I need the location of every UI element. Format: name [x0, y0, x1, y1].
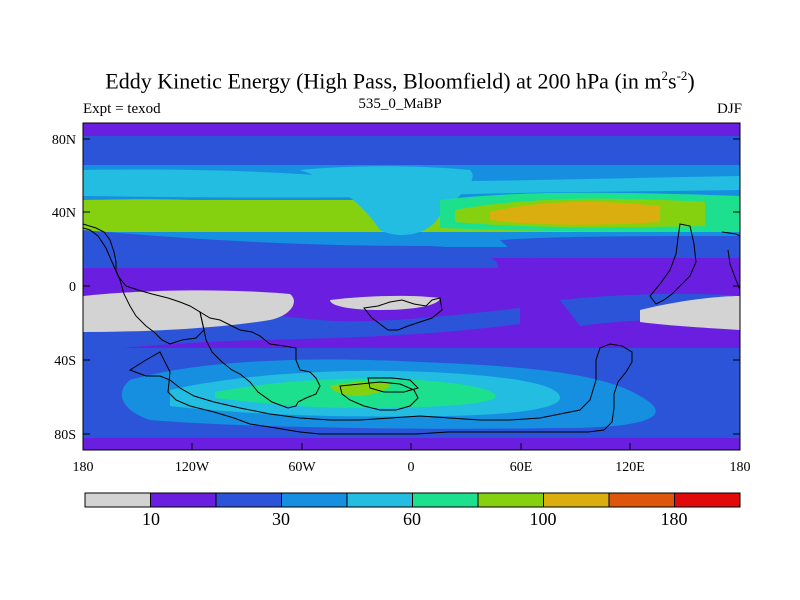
africa-outline — [363, 297, 443, 331]
south-america-outline — [199, 310, 321, 409]
colorbar-label: 180 — [661, 509, 688, 529]
x-tick-label: 180 — [73, 460, 94, 475]
colorbar-label: 10 — [142, 509, 160, 529]
y-axis — [83, 138, 740, 435]
y-tick-label: 40N — [52, 206, 76, 221]
gray-region-east — [640, 296, 740, 330]
case-label: 535_0_MaBP — [358, 96, 442, 112]
colorbar — [84, 492, 741, 508]
x-tick-label: 0 — [408, 460, 415, 475]
north-america-outline — [83, 223, 205, 345]
colorbar-swatch — [281, 492, 348, 508]
north-west-band — [83, 199, 306, 232]
dateline-outline — [727, 249, 740, 291]
band-south-edge — [83, 426, 740, 439]
colorbar-swatch — [150, 492, 217, 508]
y-tick-label: 80S — [54, 428, 76, 443]
x-tick-label: 60E — [510, 460, 533, 475]
colorbar-swatch — [543, 492, 610, 508]
colorbar-label: 30 — [272, 509, 290, 529]
north-cyan-stripe — [83, 169, 740, 198]
x-tick-labels: 180 120W 60W 0 60E 120E 180 — [73, 460, 751, 475]
colorbar-swatch — [477, 492, 544, 508]
map-field — [83, 123, 740, 450]
colorbar-swatch — [215, 492, 282, 508]
map-title: Eddy Kinetic Energy (High Pass, Bloomfie… — [105, 68, 695, 94]
island-outline-2 — [367, 377, 419, 393]
colorbar-labels: 10 30 60 100 180 — [142, 509, 688, 529]
colorbar-swatch — [84, 492, 151, 508]
y-tick-label: 0 — [69, 280, 76, 295]
x-tick-label: 120W — [175, 460, 210, 475]
island-outline — [339, 381, 419, 411]
band-polar-north — [83, 123, 740, 137]
north-dark-band-west — [83, 230, 499, 268]
y-tick-labels: 80N 40N 0 40S 80S — [52, 133, 76, 443]
x-tick-label: 120E — [615, 460, 645, 475]
gray-region-pacific — [83, 290, 294, 332]
x-tick-label: 180 — [730, 460, 751, 475]
y-tick-label: 80N — [52, 133, 76, 148]
eastern-landmass-outline — [649, 223, 697, 305]
gray-region-atlantic — [330, 295, 440, 310]
colorbar-swatch — [412, 492, 479, 508]
colorbar-label: 60 — [403, 509, 421, 529]
band-north-high — [83, 136, 740, 166]
x-axis — [82, 443, 741, 450]
colorbar-swatch — [674, 492, 741, 508]
colorbar-label: 100 — [530, 509, 557, 529]
experiment-label: Expt = texod — [83, 101, 161, 117]
north-orange-core — [490, 202, 660, 225]
antarctica-outline — [128, 343, 633, 435]
season-label: DJF — [716, 101, 742, 117]
north-mid-band-east — [500, 236, 740, 258]
colorbar-swatch — [608, 492, 675, 508]
y-tick-label: 40S — [54, 354, 76, 369]
continent-outlines — [83, 223, 740, 435]
colorbar-swatch — [346, 492, 413, 508]
eastern-coast-outline — [721, 231, 740, 237]
south-yellow-core — [330, 381, 391, 396]
x-tick-label: 60W — [288, 460, 316, 475]
